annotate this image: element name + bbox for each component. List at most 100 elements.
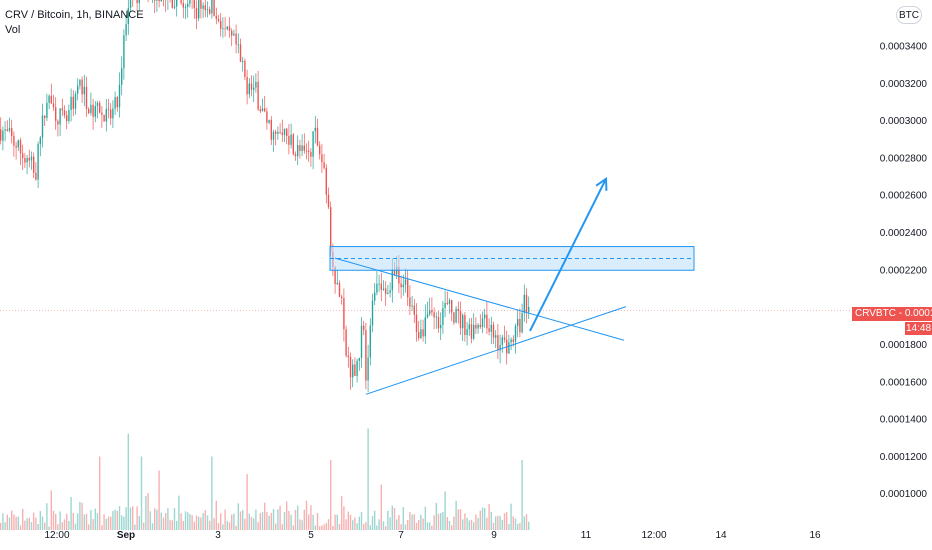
volume-bar	[266, 511, 268, 530]
candle-body	[444, 302, 446, 308]
volume-bar	[495, 516, 497, 530]
candle-body	[127, 7, 129, 25]
candle-body	[231, 30, 233, 36]
volume-bar	[345, 519, 347, 530]
candle-body	[90, 104, 92, 114]
candle-body	[517, 318, 519, 327]
candle-body	[110, 109, 112, 119]
candle-body	[63, 110, 66, 116]
volume-bar	[288, 510, 290, 530]
volume-bar	[323, 524, 325, 530]
ticker-label: CRVBTC	[855, 308, 896, 319]
volume-bar	[55, 514, 57, 530]
volume-bar	[459, 509, 462, 530]
x-tick-label: 12:00	[641, 530, 666, 541]
volume-bar	[497, 515, 499, 530]
target-arrow-head	[595, 176, 608, 191]
candle-body	[314, 127, 316, 132]
candle-body	[393, 269, 396, 275]
volume-bar	[72, 513, 74, 530]
volume-bar	[435, 502, 437, 530]
volume-bar	[6, 514, 8, 530]
candle-body	[44, 115, 46, 118]
volume-bar	[442, 511, 444, 530]
y-tick-label: 0.0002800	[880, 153, 928, 164]
last-price-tag: CRVBTC - 0.0001978	[852, 307, 932, 321]
volume-indicator-label[interactable]: Vol	[5, 24, 21, 36]
x-tick-label: 9	[491, 530, 497, 541]
candle-body	[475, 324, 477, 329]
symbol-title[interactable]: CRV / Bitcoin, 1h, BINANCE	[5, 9, 144, 21]
candle-body	[525, 294, 528, 313]
candle-body	[358, 358, 360, 361]
volume-bar	[90, 509, 92, 530]
candle-body	[466, 329, 468, 336]
volume-bar	[431, 525, 433, 530]
candle-body	[477, 324, 479, 329]
volume-bar	[470, 519, 473, 530]
candle-body	[217, 18, 220, 22]
volume-bar	[356, 523, 358, 530]
candle-body	[41, 115, 44, 138]
volume-bar	[94, 508, 96, 530]
candle-body	[503, 337, 506, 340]
volume-bar	[92, 519, 94, 530]
candle-body	[323, 162, 325, 168]
currency-button[interactable]: BTC	[896, 6, 922, 24]
y-tick-label: 0.0001400	[880, 415, 928, 426]
candle-body	[35, 172, 37, 180]
volume-bar	[110, 516, 112, 530]
candle-body	[455, 308, 457, 323]
volume-bar	[59, 511, 61, 530]
candle-body	[30, 156, 33, 161]
candle-body	[242, 60, 244, 62]
volume-bar	[464, 513, 466, 530]
candle-body	[319, 145, 321, 155]
candle-body	[367, 357, 369, 381]
candle-body	[156, 0, 158, 1]
bar-countdown: 14:48	[905, 322, 932, 335]
volume-bar	[387, 510, 389, 530]
candle-body	[356, 360, 358, 376]
candle-body	[404, 279, 407, 285]
volume-bar	[514, 518, 517, 530]
volume-bar	[184, 511, 187, 530]
candle-body	[206, 9, 209, 11]
candle-body	[180, 0, 182, 4]
x-tick-label: 14	[715, 530, 727, 541]
candle-body	[257, 81, 259, 110]
volume-bar	[0, 522, 2, 530]
y-tick-label: 0.0003200	[880, 79, 928, 90]
volume-bar	[451, 525, 453, 530]
volume-bar	[424, 506, 426, 530]
volume-bar	[259, 513, 261, 530]
candle-body	[325, 167, 327, 195]
volume-bar	[83, 514, 85, 530]
volume-bar	[57, 524, 59, 530]
volume-bar	[22, 508, 24, 530]
x-tick-label: 3	[215, 530, 221, 541]
candle-body	[435, 316, 437, 318]
volume-bar	[477, 517, 479, 530]
volume-bar	[169, 519, 171, 530]
volume-bar	[277, 509, 279, 530]
candle-body	[173, 6, 176, 8]
volume-bar	[501, 519, 503, 530]
volume-bar	[448, 520, 451, 530]
candle-body	[222, 28, 224, 30]
volume-bar	[154, 508, 156, 530]
candle-body	[244, 60, 246, 78]
volume-bar	[220, 513, 222, 530]
volume-bar	[301, 520, 303, 530]
candle-body	[39, 137, 41, 145]
volume-bar	[200, 517, 202, 530]
candle-body	[13, 135, 15, 146]
volume-bar	[250, 516, 253, 530]
volume-bar	[187, 512, 189, 530]
drawings-layer	[329, 176, 695, 395]
candle-body	[382, 288, 385, 290]
volume-bar	[294, 509, 297, 530]
volume-bar	[363, 523, 365, 530]
volume-bar	[490, 511, 492, 530]
